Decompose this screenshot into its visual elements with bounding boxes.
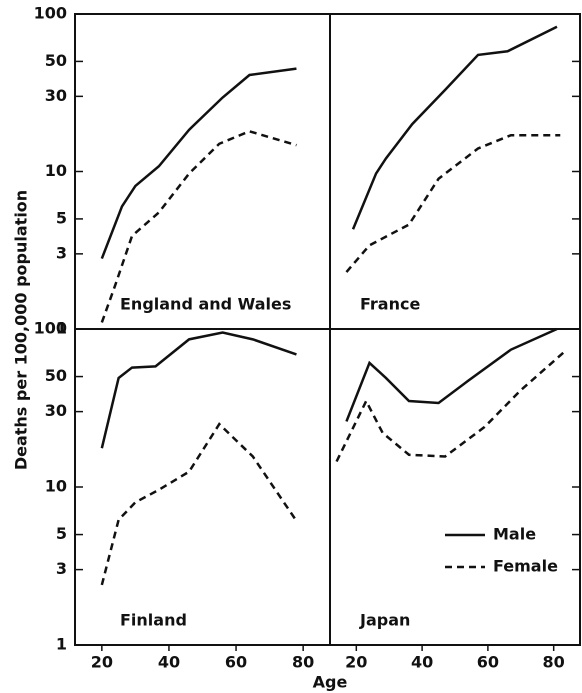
y-tick-label: 30 [45, 401, 67, 420]
x-tick-label: 80 [543, 653, 565, 672]
panel-title: France [360, 295, 420, 314]
y-tick-label: 100 [34, 4, 67, 23]
x-axis-label: Age [313, 673, 348, 692]
y-tick-label: 5 [56, 208, 67, 227]
y-tick-label: 10 [45, 161, 67, 180]
panel-title: England and Wales [120, 295, 291, 314]
panel-title: Japan [359, 611, 410, 630]
series-line [335, 348, 568, 463]
legend-label: Male [493, 525, 536, 544]
y-tick-label: 1 [56, 635, 67, 654]
series-line [100, 331, 297, 449]
series-line [100, 129, 297, 323]
series-line [100, 67, 297, 260]
series-line [351, 25, 558, 230]
y-tick-label: 5 [56, 524, 67, 543]
y-tick-label: 30 [45, 86, 67, 105]
panel-frame [329, 13, 581, 330]
y-tick-label: 3 [56, 243, 67, 262]
y-axis-label: Deaths per 100,000 population [12, 190, 31, 470]
panel-frame [74, 13, 331, 330]
y-tick-label: 50 [45, 366, 67, 385]
y-tick-label: 100 [34, 319, 67, 338]
y-tick-label: 1 [56, 319, 67, 338]
x-tick-label: 60 [477, 653, 499, 672]
y-tick-label: 10 [45, 477, 67, 496]
panel-frame [74, 328, 331, 646]
x-tick-label: 40 [411, 653, 433, 672]
series-line [100, 422, 298, 586]
y-tick-label: 3 [56, 559, 67, 578]
legend-label: Female [493, 557, 558, 576]
x-tick-label: 80 [292, 653, 314, 672]
x-tick-label: 20 [91, 653, 113, 672]
series-line [345, 133, 561, 273]
panel-title: Finland [120, 611, 187, 630]
x-tick-label: 20 [345, 653, 367, 672]
y-tick-label: 50 [45, 51, 67, 70]
x-tick-label: 40 [158, 653, 180, 672]
x-tick-label: 60 [225, 653, 247, 672]
panel-frame [329, 328, 581, 646]
series-line [345, 327, 558, 422]
